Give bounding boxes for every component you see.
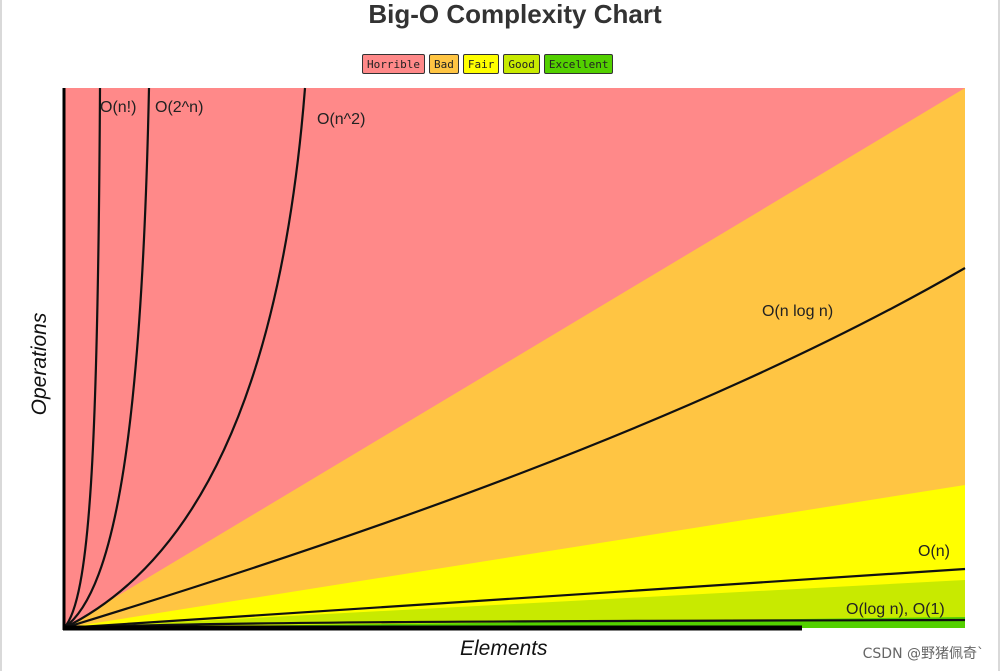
legend-item-excellent: Excellent <box>543 54 614 74</box>
label-n-log-n: O(n log n) <box>762 303 833 320</box>
y-axis-label: Operations <box>28 312 51 416</box>
axes <box>62 88 802 631</box>
curve-n-factorial <box>63 87 102 629</box>
legend-item-fair: Fair <box>462 54 500 74</box>
label-log-n-1: O(log n), O(1) <box>846 601 945 618</box>
curve-n-squared <box>63 87 307 629</box>
watermark: CSDN @野猪佩奇` <box>862 646 984 662</box>
legend-item-good: Good <box>503 54 540 74</box>
label-n: O(n) <box>918 543 950 560</box>
curve-labels: O(n!) O(2^n) O(n^2) O(n log n) O(n) O(log n),… <box>100 99 950 618</box>
x-axis-label: Elements <box>460 637 548 660</box>
legend-item-bad: Bad <box>428 54 459 74</box>
chart-title: Big-O Complexity Chart <box>368 0 662 29</box>
curve-n <box>63 567 966 630</box>
region-good <box>64 580 965 628</box>
complexity-regions <box>64 88 965 628</box>
complexity-curves <box>63 87 966 630</box>
legend-item-horrible: Horrible <box>362 54 425 74</box>
label-2-power-n: O(2^n) <box>155 99 203 116</box>
legend: Horrible Bad Fair Good Excellent <box>362 54 614 74</box>
region-bad <box>64 88 965 628</box>
label-n-squared: O(n^2) <box>317 111 365 128</box>
label-n-factorial: O(n!) <box>100 99 136 116</box>
curve-2-power-n <box>63 87 151 629</box>
curve-n-log-n <box>63 267 966 630</box>
